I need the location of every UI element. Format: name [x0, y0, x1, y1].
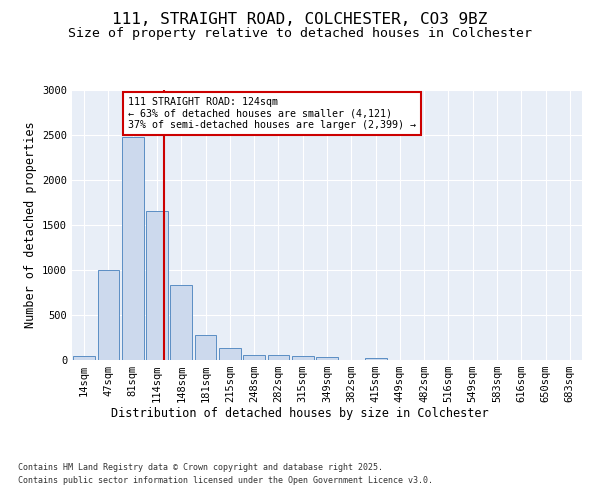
Bar [365, 358, 386, 360]
Bar [268, 355, 289, 360]
Bar [194, 335, 217, 360]
Text: Contains public sector information licensed under the Open Government Licence v3: Contains public sector information licen… [18, 476, 433, 485]
Bar [170, 286, 192, 360]
Bar [292, 356, 314, 360]
Text: Size of property relative to detached houses in Colchester: Size of property relative to detached ho… [68, 28, 532, 40]
Bar [219, 348, 241, 360]
Bar [146, 210, 168, 360]
Text: Contains HM Land Registry data © Crown copyright and database right 2025.: Contains HM Land Registry data © Crown c… [18, 462, 383, 471]
Text: 111, STRAIGHT ROAD, COLCHESTER, CO3 9BZ: 111, STRAIGHT ROAD, COLCHESTER, CO3 9BZ [112, 12, 488, 28]
Bar [316, 357, 338, 360]
Y-axis label: Number of detached properties: Number of detached properties [23, 122, 37, 328]
Bar [73, 356, 95, 360]
Text: Distribution of detached houses by size in Colchester: Distribution of detached houses by size … [111, 408, 489, 420]
Bar [97, 270, 119, 360]
Text: 111 STRAIGHT ROAD: 124sqm
← 63% of detached houses are smaller (4,121)
37% of se: 111 STRAIGHT ROAD: 124sqm ← 63% of detac… [128, 97, 416, 130]
Bar [122, 137, 143, 360]
Bar [243, 354, 265, 360]
